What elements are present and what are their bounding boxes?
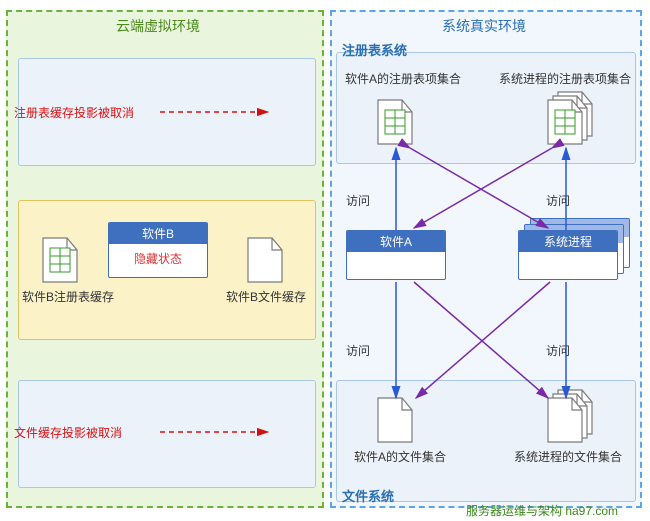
software-a-body (347, 252, 445, 264)
software-a-title: 软件A (347, 231, 445, 252)
soft-b-file-cache-label: 软件B文件缓存 (218, 288, 314, 305)
soft-a-files-label: 软件A的文件集合 (340, 448, 460, 465)
sys-proc-window: 系统进程 (518, 230, 618, 280)
software-b-title: 软件B (109, 223, 207, 244)
real-env-title: 系统真实环境 (442, 16, 526, 36)
registry-system-box (336, 52, 636, 164)
axis-label-2: 访问 (546, 192, 570, 209)
registry-system-title: 注册表系统 (342, 40, 407, 59)
cloud-env-title: 云端虚拟环境 (116, 16, 200, 36)
soft-b-reg-cache-label: 软件B注册表缓存 (18, 288, 118, 305)
axis-label-3: 访问 (346, 342, 370, 359)
software-b-body: 隐藏状态 (109, 244, 207, 273)
axis-label-1: 访问 (346, 192, 370, 209)
reg-cancel-label: 注册表缓存投影被取消 (14, 104, 134, 121)
sys-proc-reg-set-label: 系统进程的注册表项集合 (490, 70, 640, 87)
watermark: 服务器运维与架构 ha97.com (466, 502, 618, 519)
filesystem-box (336, 380, 636, 502)
sys-proc-body (519, 252, 617, 264)
software-b-window: 软件B 隐藏状态 (108, 222, 208, 278)
software-a-window: 软件A (346, 230, 446, 280)
sys-proc-title: 系统进程 (519, 231, 617, 252)
soft-a-reg-set-label: 软件A的注册表项集合 (338, 70, 468, 87)
filesystem-title: 文件系统 (342, 486, 394, 505)
file-cancel-label: 文件缓存投影被取消 (14, 424, 122, 441)
diagram-stage: 云端虚拟环境 系统真实环境 软件B 隐藏状态 注册表系统 文件系统 软件A 系统… (0, 0, 650, 521)
sys-proc-files-label: 系统进程的文件集合 (498, 448, 638, 465)
axis-label-4: 访问 (546, 342, 570, 359)
